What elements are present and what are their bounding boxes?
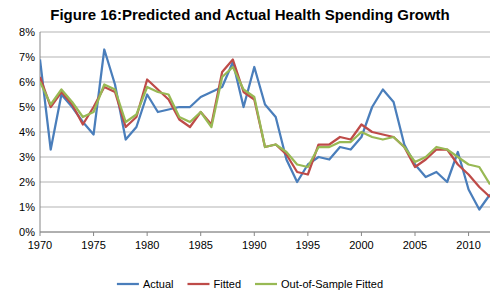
x-tick [468, 232, 469, 236]
x-tick-label: 1970 [28, 239, 52, 251]
x-tick-label: 1980 [135, 239, 159, 251]
y-tick-label: 5% [19, 101, 35, 113]
y-tick-label: 0% [19, 226, 35, 238]
y-tick-label: 8% [19, 26, 35, 38]
legend-swatch [255, 283, 277, 285]
series-line [40, 50, 490, 210]
grid-line [40, 132, 490, 133]
x-tick-label: 2005 [403, 239, 427, 251]
y-tick-label: 3% [19, 151, 35, 163]
y-tick-label: 6% [19, 76, 35, 88]
x-tick [307, 232, 308, 236]
grid-line [40, 32, 490, 33]
legend-label: Out-of-Sample Fitted [281, 278, 383, 290]
y-tick-label: 4% [19, 126, 35, 138]
x-tick [200, 232, 201, 236]
plot-area [40, 50, 490, 210]
x-tick [254, 232, 255, 236]
x-tick-label: 1995 [296, 239, 320, 251]
legend-label: Fitted [213, 278, 241, 290]
y-tick-label: 1% [19, 201, 35, 213]
chart: Figure 16:Predicted and Actual Health Sp… [0, 0, 500, 300]
x-axis [40, 232, 490, 233]
series-line [40, 60, 490, 198]
legend-swatch [117, 283, 139, 285]
y-tick-label: 2% [19, 176, 35, 188]
grid-line [40, 232, 490, 233]
x-tick-label: 1975 [81, 239, 105, 251]
x-tick-label: 2000 [349, 239, 373, 251]
legend-swatch [187, 283, 209, 285]
grid-line [40, 82, 490, 83]
title: Figure 16:Predicted and Actual Health Sp… [50, 6, 450, 23]
x-tick-label: 2010 [456, 239, 480, 251]
x-tick [93, 232, 94, 236]
y-tick-label: 7% [19, 51, 35, 63]
x-tick [361, 232, 362, 236]
x-tick-label: 1985 [188, 239, 212, 251]
grid-line [40, 182, 490, 183]
background [0, 0, 500, 300]
x-tick [415, 232, 416, 236]
x-tick [147, 232, 148, 236]
x-tick [40, 232, 41, 236]
legend-label: Actual [143, 278, 174, 290]
x-tick-label: 1990 [242, 239, 266, 251]
grid-line [40, 107, 490, 108]
legend: Actual Fitted Out-of-Sample Fitted [117, 278, 383, 290]
series-line [40, 67, 490, 185]
grid-line [40, 207, 490, 208]
